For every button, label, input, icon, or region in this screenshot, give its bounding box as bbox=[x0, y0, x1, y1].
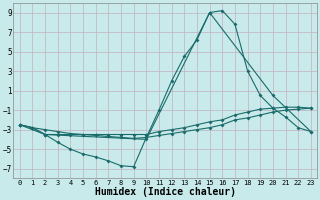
X-axis label: Humidex (Indice chaleur): Humidex (Indice chaleur) bbox=[95, 187, 236, 197]
